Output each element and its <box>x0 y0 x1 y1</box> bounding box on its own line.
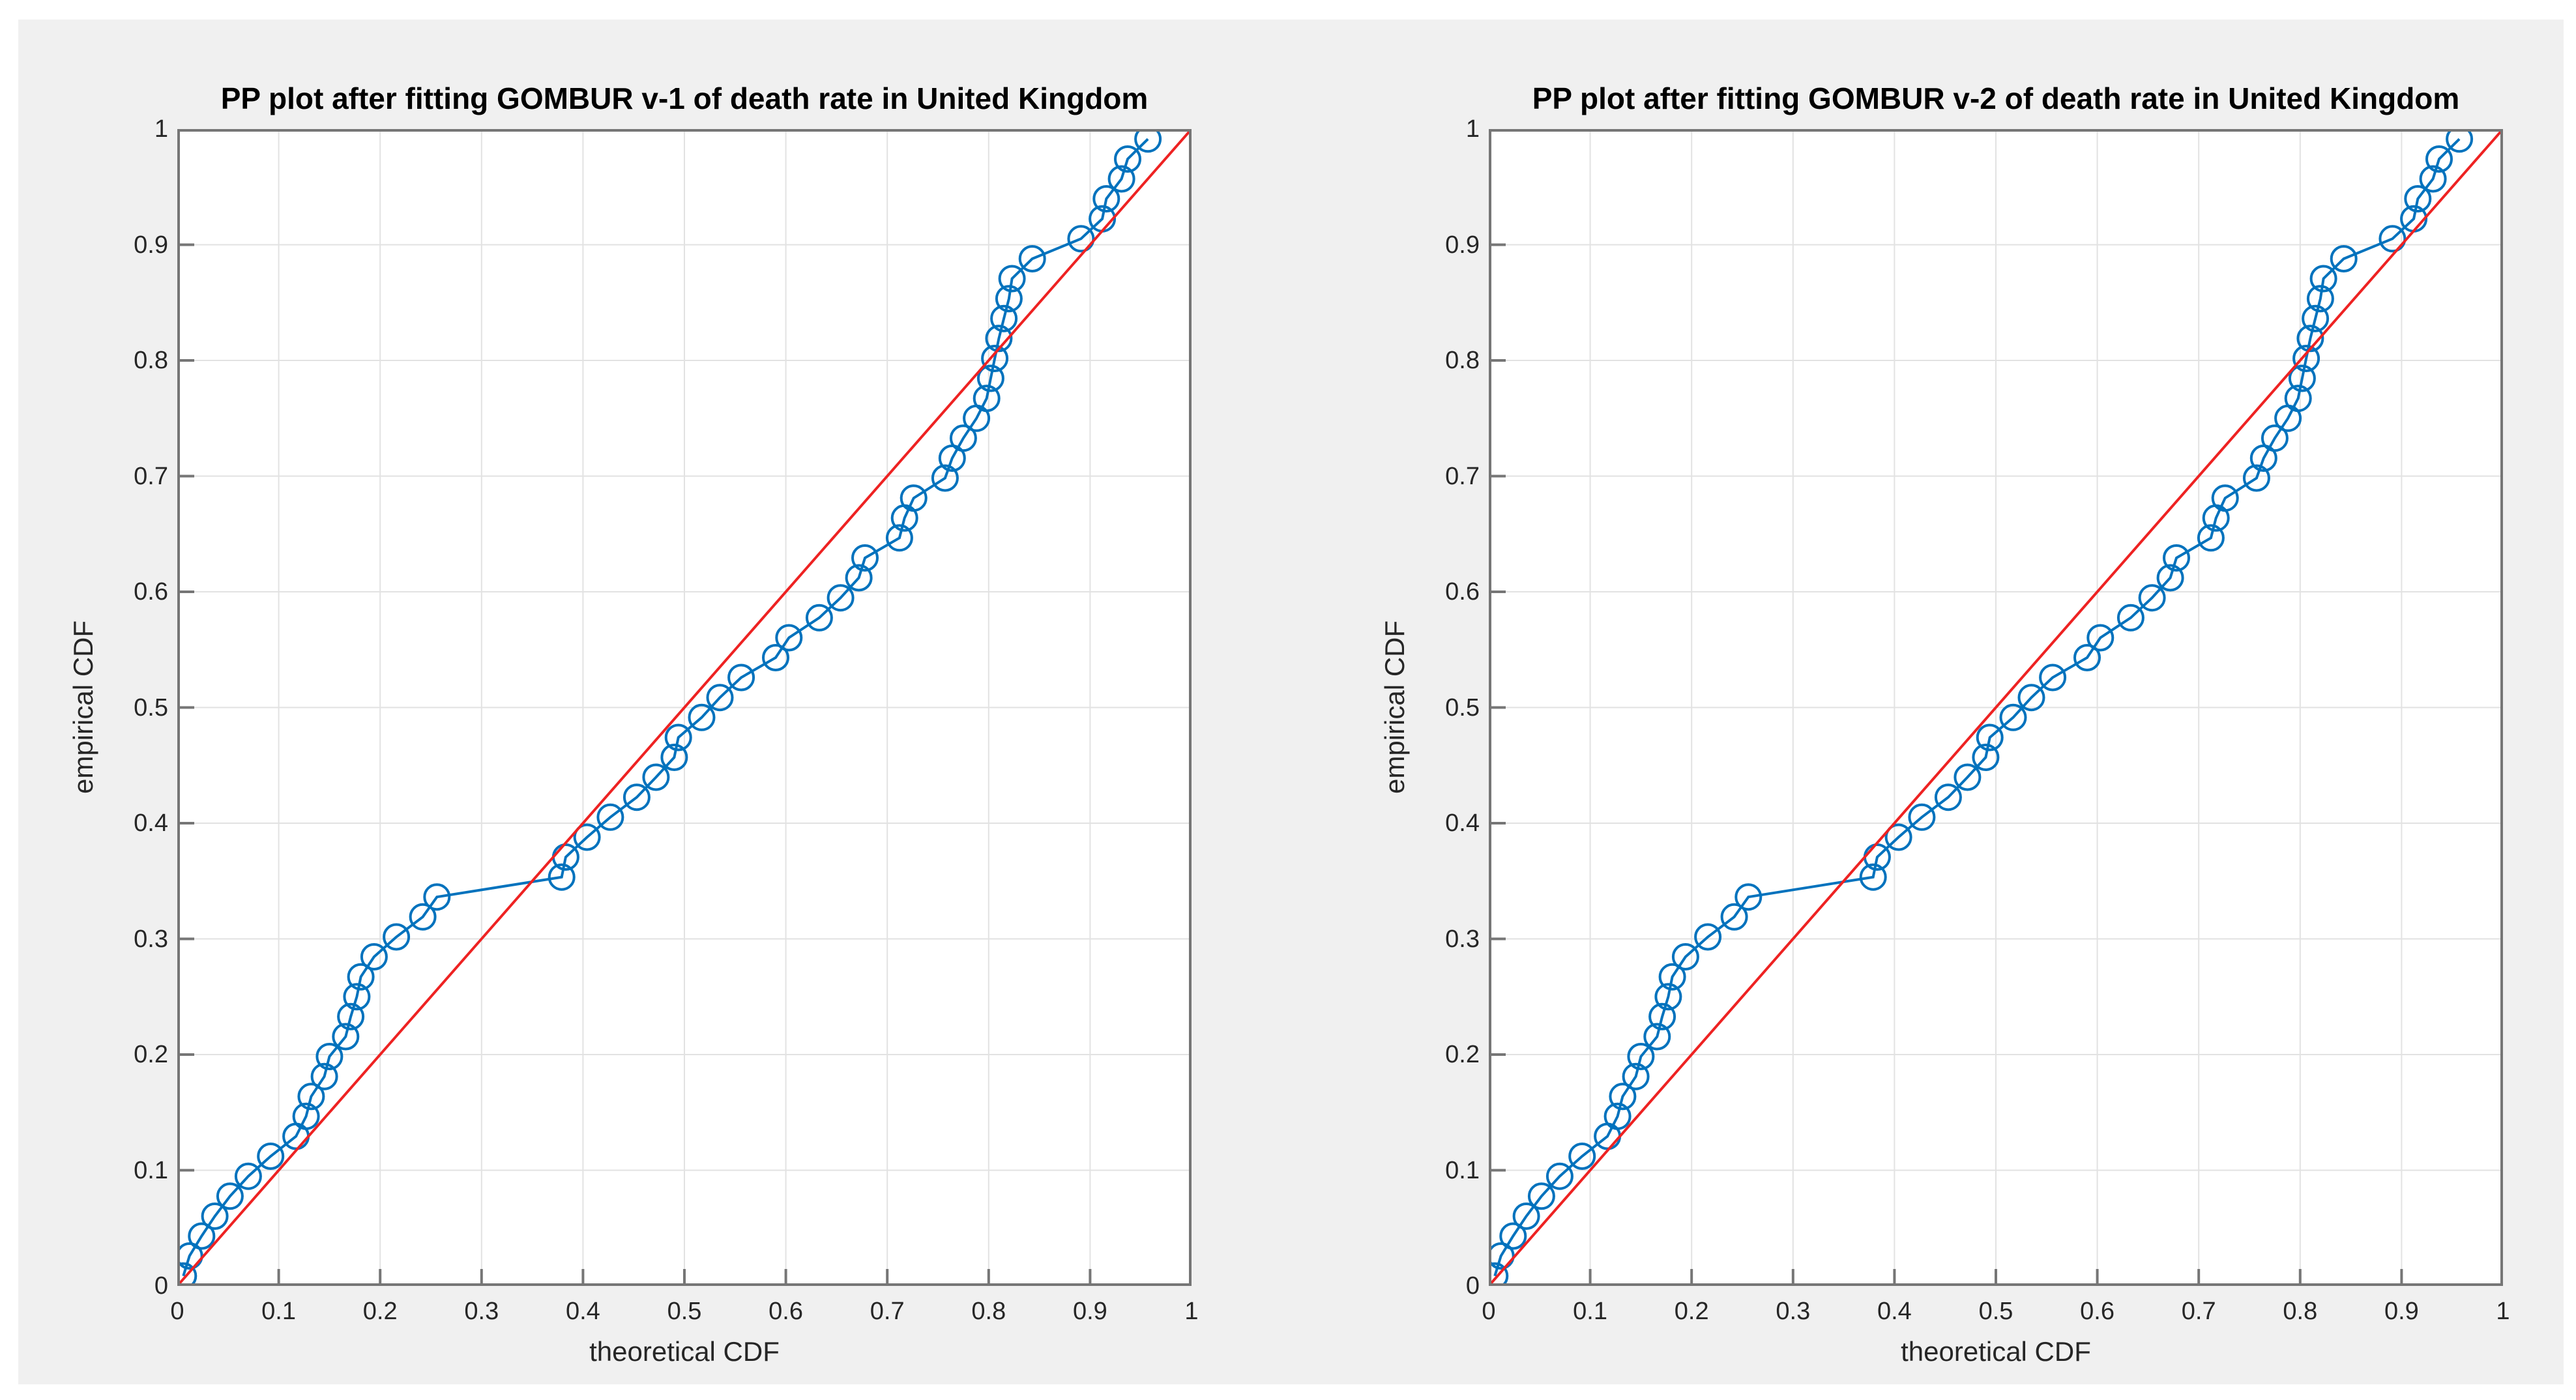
plot1-x-tick-label: 0.8 <box>971 1298 1006 1325</box>
plot1-y-tick-label: 0.5 <box>134 693 168 722</box>
plot2-y-tick-label: 0.6 <box>1445 578 1480 605</box>
plot2-x-tick-label: 0.1 <box>1573 1298 1607 1325</box>
plot2-x-tick-label: 0.7 <box>2181 1298 2216 1325</box>
plot2-y-tick-label: 0.5 <box>1445 693 1480 722</box>
plot1-x-tick-label: 0.1 <box>261 1298 296 1325</box>
plot2-y-tick-label: 0.8 <box>1445 347 1480 374</box>
plot1-y-tick-label: 0.2 <box>134 1041 168 1068</box>
plot1-y-tick-label: 0.3 <box>134 925 168 953</box>
plot2-y-tick-label: 1 <box>1465 115 1480 143</box>
plot1-x-tick-label: 0.7 <box>870 1298 905 1325</box>
plot2-y-tick-label: 0.1 <box>1445 1156 1480 1184</box>
plot1-x-tick-label: 0.2 <box>362 1298 398 1325</box>
axis-tick-marks <box>177 129 1192 1286</box>
plot2-x-tick-label: 0.8 <box>2283 1298 2318 1325</box>
plot2-y-tick-label: 0.9 <box>1445 231 1480 259</box>
grid-lines <box>177 129 1192 1286</box>
plot1-y-tick-label: 0.9 <box>134 231 168 259</box>
axes-box-border <box>1489 129 2503 1286</box>
plot2-x-tick-label: 0.9 <box>2384 1298 2419 1325</box>
plot2-x-tick-label: 0.2 <box>1674 1298 1709 1325</box>
plot1-x-tick-label: 0.3 <box>464 1298 499 1325</box>
plot2-y-tick-label: 0.7 <box>1445 462 1480 490</box>
plot1-x-tick-label: 1 <box>1184 1298 1199 1325</box>
plot2-x-tick-label: 0.4 <box>1877 1298 1912 1325</box>
plot1-y-tick-label: 0.8 <box>134 347 168 374</box>
plot-area <box>1489 129 2503 1286</box>
plot1-y-tick-label: 0.6 <box>134 578 168 605</box>
plot1-x-tick-label: 0 <box>170 1298 184 1325</box>
plot1-x-tick-label: 0.9 <box>1072 1298 1107 1325</box>
axis-tick-marks <box>1489 129 2503 1286</box>
plot2-x-tick-label: 0.5 <box>1978 1298 2013 1325</box>
plot1-title: PP plot after fitting GOMBUR v-1 of deat… <box>220 81 1149 115</box>
plot1-y-tick-label: 0.1 <box>134 1156 168 1184</box>
plot2-x-axis-label: theoretical CDF <box>1901 1336 2091 1367</box>
plot2-axes <box>1489 129 2503 1286</box>
grid-lines <box>1489 129 2503 1286</box>
plot1-y-tick-label: 0.4 <box>134 809 168 837</box>
plot1-y-tick-label: 0 <box>154 1272 168 1300</box>
plot2-y-tick-label: 0.2 <box>1445 1041 1480 1068</box>
plot1-x-tick-label: 0.6 <box>768 1298 803 1325</box>
matlab-figure-canvas: PP plot after fitting GOMBUR v-1 of deat… <box>18 20 2564 1384</box>
empirical-vs-theoretical-cdf-points-markers <box>1489 129 2474 1286</box>
axes-box-border <box>177 129 1192 1286</box>
plot1-axes <box>177 129 1192 1286</box>
plot1-x-axis-label: theoretical CDF <box>589 1336 780 1367</box>
reference-diagonal-line <box>177 129 1192 1286</box>
plot1-y-tick-label: 0.7 <box>134 462 168 490</box>
reference-diagonal-line <box>1489 129 2503 1286</box>
plot2-y-tick-label: 0 <box>1465 1272 1480 1300</box>
plot2-title: PP plot after fitting GOMBUR v-2 of deat… <box>1532 81 2460 115</box>
plot2-y-tick-label: 0.4 <box>1445 809 1480 837</box>
plot2-x-tick-label: 0.3 <box>1776 1298 1811 1325</box>
plot1-x-tick-label: 0.4 <box>565 1298 600 1325</box>
plot1-y-tick-label: 1 <box>154 115 168 143</box>
plot2-x-tick-label: 0 <box>1482 1298 1496 1325</box>
plot-area <box>177 129 1192 1286</box>
plot1-x-tick-label: 0.5 <box>667 1298 702 1325</box>
plot2-x-tick-label: 0.6 <box>2080 1298 2115 1325</box>
plot2-y-tick-label: 0.3 <box>1445 925 1480 953</box>
plot2-x-tick-label: 1 <box>2496 1298 2510 1325</box>
